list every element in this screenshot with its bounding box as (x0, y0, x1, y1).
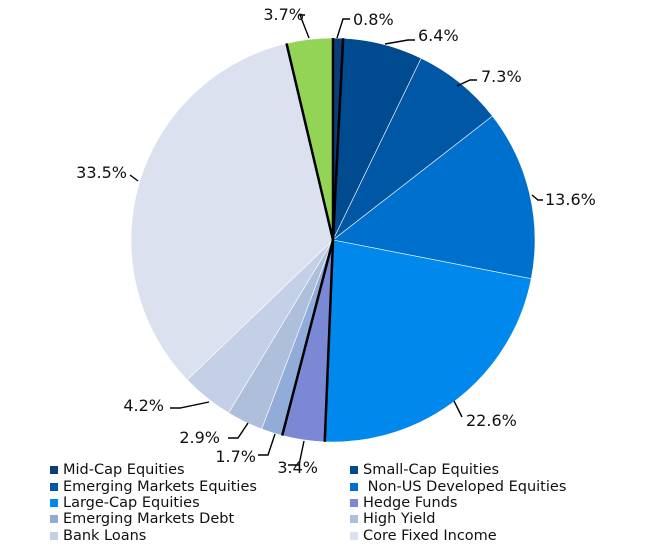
legend-swatch (50, 515, 58, 524)
leader-line (129, 174, 139, 182)
pie-slice-non-us-developed-equities (332, 115, 536, 280)
leader-line (531, 194, 543, 201)
data-label: 1.7% (215, 447, 256, 466)
legend-label: Mid-Cap Equities (63, 462, 185, 479)
legend-item-bank-loans: Bank Loans (50, 528, 350, 544)
legend-label: Non-US Developed Equities (363, 478, 567, 495)
leader-line (288, 440, 305, 466)
data-label: 2.9% (179, 428, 220, 447)
legend-label: Large-Cap Equities (63, 494, 200, 511)
legend-swatch (50, 531, 58, 540)
legend-item-small-cap-equities: Small-Cap Equities (350, 462, 610, 478)
leader-line (170, 401, 210, 409)
legend-swatch (50, 466, 58, 475)
data-label: 4.2% (123, 396, 164, 415)
legend-label: Core Fixed Income (363, 527, 497, 544)
slice-boundary-line (323, 239, 335, 442)
legend-item-mid-cap-equities: Mid-Cap Equities (50, 462, 350, 478)
data-label: 22.6% (466, 411, 517, 430)
data-label: 6.4% (418, 26, 459, 45)
legend-label: High Yield (363, 511, 436, 528)
pie-slice-large-cap-equities (324, 239, 532, 443)
leader-line (298, 14, 310, 39)
data-label: 3.4% (277, 458, 318, 477)
legend-item-core-fixed-income: Core Fixed Income (350, 528, 610, 544)
leader-line (453, 400, 463, 418)
legend-label: Emerging Markets Equities (63, 478, 257, 495)
leader-line (336, 18, 350, 39)
legend-label: Bank Loans (63, 527, 147, 544)
data-label: 0.8% (353, 10, 394, 29)
legend-item-non-us-developed-equities: Non-US Developed Equities (350, 478, 610, 495)
legend-item-high-yield: High Yield (350, 511, 610, 527)
legend-swatch (350, 482, 358, 491)
legend-swatch (350, 498, 358, 507)
legend-swatch (350, 466, 358, 475)
data-label: 33.5% (76, 163, 127, 182)
leader-line (456, 79, 477, 87)
data-label: 13.6% (545, 190, 596, 209)
legend-item-hedge-funds: Hedge Funds (350, 495, 610, 511)
slice-boundary-line (331, 38, 345, 241)
data-label: 7.3% (481, 67, 522, 86)
slice-boundary-line (285, 43, 335, 241)
slice-boundary-line (280, 239, 335, 436)
legend-label: Small-Cap Equities (363, 462, 500, 479)
leader-line (258, 433, 276, 456)
legend-swatch (350, 515, 358, 524)
leader-line (228, 422, 249, 439)
legend-swatch (50, 498, 58, 507)
legend-swatch (50, 482, 58, 491)
legend-item-emerging-markets-equities: Emerging Markets Equities (50, 478, 350, 495)
legend-item-emerging-markets-debt: Emerging Markets Debt (50, 511, 350, 527)
legend-label: Emerging Markets Debt (63, 511, 235, 528)
leader-line (384, 39, 415, 45)
legend-swatch (350, 531, 358, 540)
chart-legend: Mid-Cap Equities Small-Cap Equities Emer… (50, 462, 610, 544)
legend-label: Hedge Funds (363, 494, 458, 511)
pie-slice-core-fixed-income (130, 43, 334, 381)
data-label: 3.7% (263, 5, 304, 24)
legend-item-large-cap-equities: Large-Cap Equities (50, 495, 350, 511)
